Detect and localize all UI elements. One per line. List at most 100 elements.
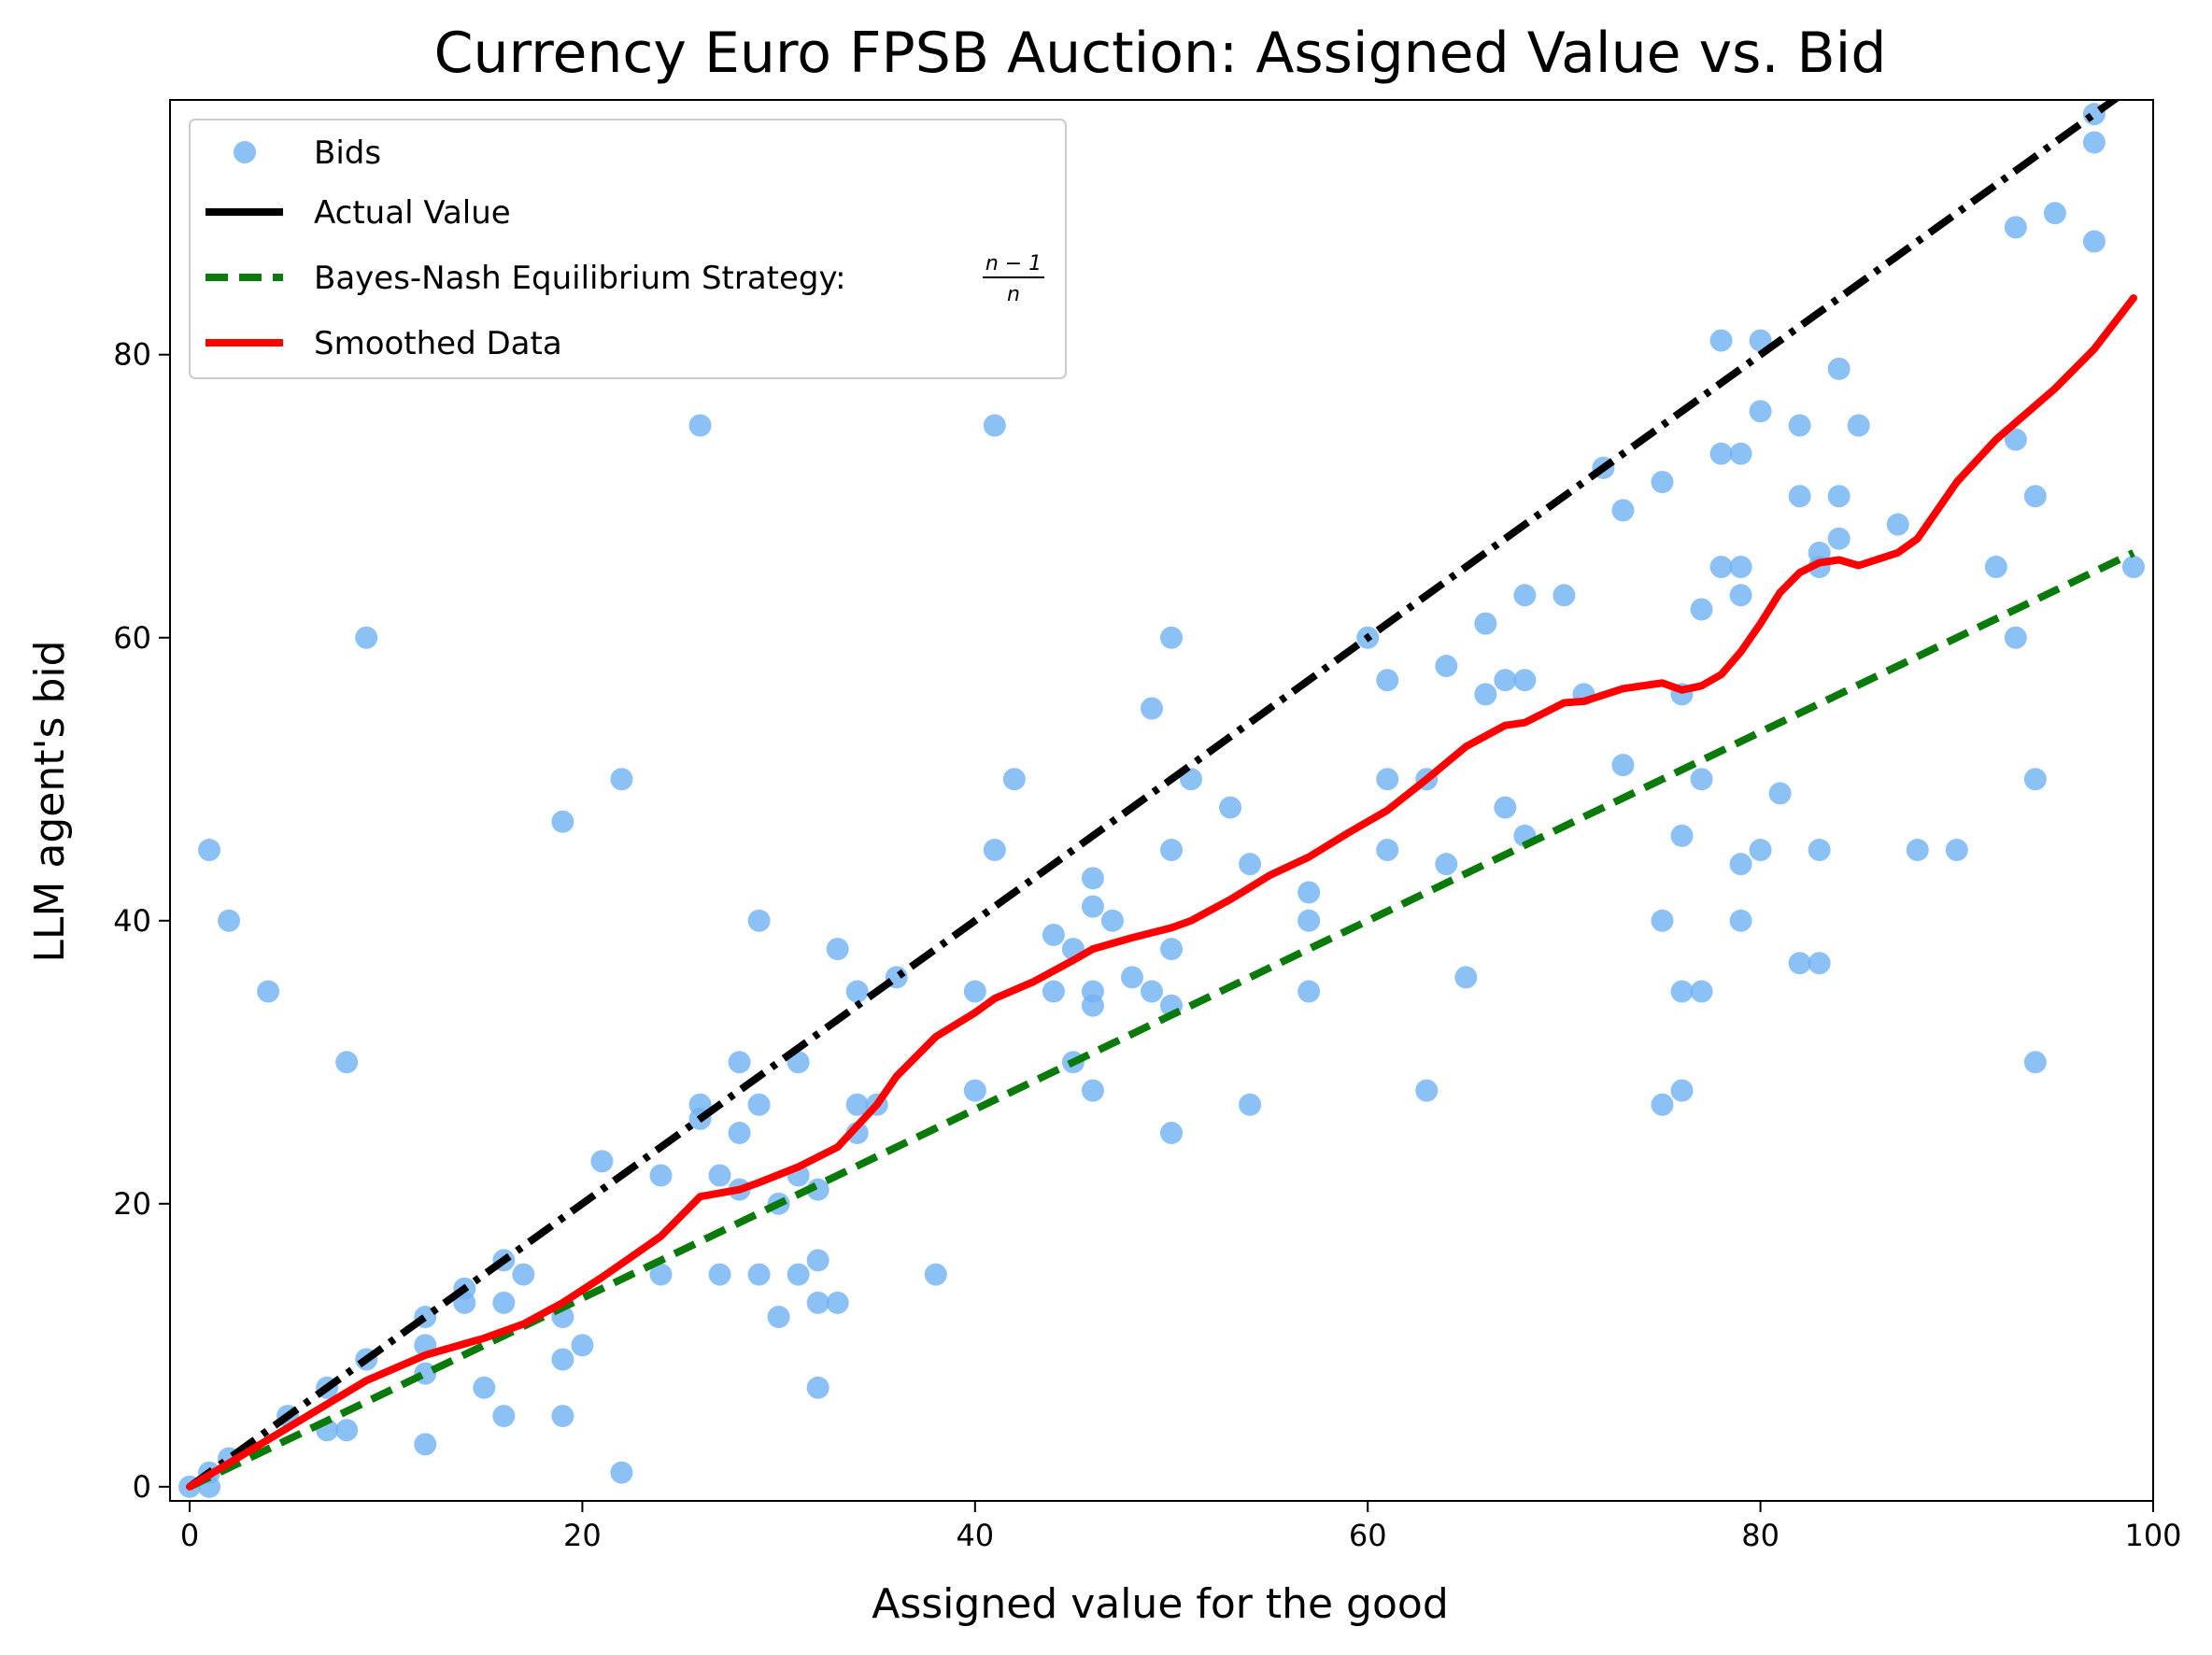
bid-point xyxy=(1042,980,1065,1003)
bid-point xyxy=(1808,839,1831,862)
bid-point xyxy=(2082,230,2106,253)
bid-point xyxy=(1847,414,1870,437)
bid-point xyxy=(1886,513,1909,536)
bid-point xyxy=(335,1051,359,1074)
bid-point xyxy=(1788,414,1811,437)
bid-point xyxy=(1160,839,1184,862)
bid-point xyxy=(2004,428,2027,451)
legend-box xyxy=(189,119,1067,379)
smoothed-data-line xyxy=(186,294,2137,1491)
bid-point xyxy=(1827,527,1850,550)
bid-point xyxy=(1670,824,1694,847)
bid-point xyxy=(2023,1051,2047,1074)
bid-point xyxy=(1081,1079,1104,1102)
bid-point xyxy=(1945,839,1968,862)
bid-point xyxy=(1376,768,1399,791)
bid-point xyxy=(492,1291,516,1314)
bid-point xyxy=(1513,669,1537,692)
bid-point xyxy=(590,1150,614,1173)
bid-point xyxy=(845,1093,869,1116)
y-axis-label: LLM agent's bid xyxy=(26,640,74,962)
bid-point xyxy=(1729,853,1752,876)
bid-point xyxy=(1827,357,1850,380)
legend-smoothed-label: Smoothed Data xyxy=(314,325,562,362)
bid-point xyxy=(551,1405,574,1428)
bid-point xyxy=(787,1263,810,1286)
bid-point xyxy=(1140,697,1163,720)
bid-point xyxy=(1494,796,1517,819)
bid-point xyxy=(983,414,1006,437)
bid-point xyxy=(1788,485,1811,508)
bid-point xyxy=(335,1419,359,1442)
x-tick-label: 100 xyxy=(2124,1518,2181,1553)
bid-point xyxy=(1729,556,1752,578)
bid-point xyxy=(728,1122,751,1145)
bid-point xyxy=(708,1263,731,1286)
bid-point xyxy=(2023,485,2047,508)
bid-point xyxy=(1906,839,1929,862)
legend-bids-marker xyxy=(234,141,256,163)
bid-point xyxy=(767,1306,790,1329)
bid-point xyxy=(1454,966,1478,989)
bid-point xyxy=(218,909,241,932)
chart-title: Currency Euro FPSB Auction: Assigned Val… xyxy=(434,21,1887,86)
bid-point xyxy=(1690,598,1713,621)
bid-point xyxy=(1709,442,1733,465)
bid-point xyxy=(1376,669,1399,692)
bid-point xyxy=(649,1263,673,1286)
legend-bne-numerator: n − 1 xyxy=(985,252,1042,276)
plot-content xyxy=(178,100,2145,1498)
bid-point xyxy=(414,1433,437,1456)
bid-point xyxy=(1219,796,1242,819)
x-tick-label: 20 xyxy=(563,1518,602,1553)
bid-point xyxy=(826,1291,849,1314)
bid-point xyxy=(1670,980,1694,1003)
bid-point xyxy=(845,980,869,1003)
x-tick-label: 60 xyxy=(1349,1518,1387,1553)
bid-point xyxy=(1474,683,1497,706)
bid-point xyxy=(983,839,1006,862)
plot-frame xyxy=(169,99,2154,1502)
bid-point xyxy=(1415,1079,1439,1102)
bid-point xyxy=(826,938,849,961)
bid-point xyxy=(198,839,221,862)
bid-point xyxy=(1553,584,1576,607)
bid-point xyxy=(571,1334,594,1357)
legend-bids-label: Bids xyxy=(314,134,381,172)
bid-point xyxy=(512,1263,535,1286)
bid-point xyxy=(1690,768,1713,791)
x-tick-label: 80 xyxy=(1741,1518,1780,1553)
x-axis-label: Assigned value for the good xyxy=(872,1580,1449,1628)
bid-point xyxy=(473,1376,496,1399)
bid-point xyxy=(924,1263,947,1286)
bid-point xyxy=(1081,994,1104,1017)
bid-point xyxy=(1709,329,1733,352)
bid-point xyxy=(1239,853,1262,876)
bid-point xyxy=(806,1249,830,1272)
bid-point xyxy=(1474,612,1497,635)
bid-point xyxy=(1749,400,1772,423)
bid-point xyxy=(1808,952,1831,975)
bid-point xyxy=(1160,938,1184,961)
y-tick-label: 20 xyxy=(113,1186,151,1222)
bid-point xyxy=(1002,768,1026,791)
bid-point xyxy=(688,414,712,437)
bid-point xyxy=(806,1291,830,1314)
y-tick-label: 0 xyxy=(133,1469,151,1505)
legend-actual-label: Actual Value xyxy=(314,194,511,232)
bid-point xyxy=(747,1093,771,1116)
bid-point xyxy=(806,1376,830,1399)
y-tick-label: 60 xyxy=(113,620,151,656)
bid-point xyxy=(1140,980,1163,1003)
bid-point xyxy=(610,1461,633,1484)
bid-point xyxy=(1297,980,1321,1003)
plot-area xyxy=(178,100,2145,1498)
bid-point xyxy=(728,1051,751,1074)
bid-point xyxy=(2023,768,2047,791)
bid-point xyxy=(1670,1079,1694,1102)
bid-point xyxy=(649,1164,673,1187)
bid-point xyxy=(1376,839,1399,862)
bid-point xyxy=(747,1263,771,1286)
bid-point xyxy=(1160,626,1184,649)
